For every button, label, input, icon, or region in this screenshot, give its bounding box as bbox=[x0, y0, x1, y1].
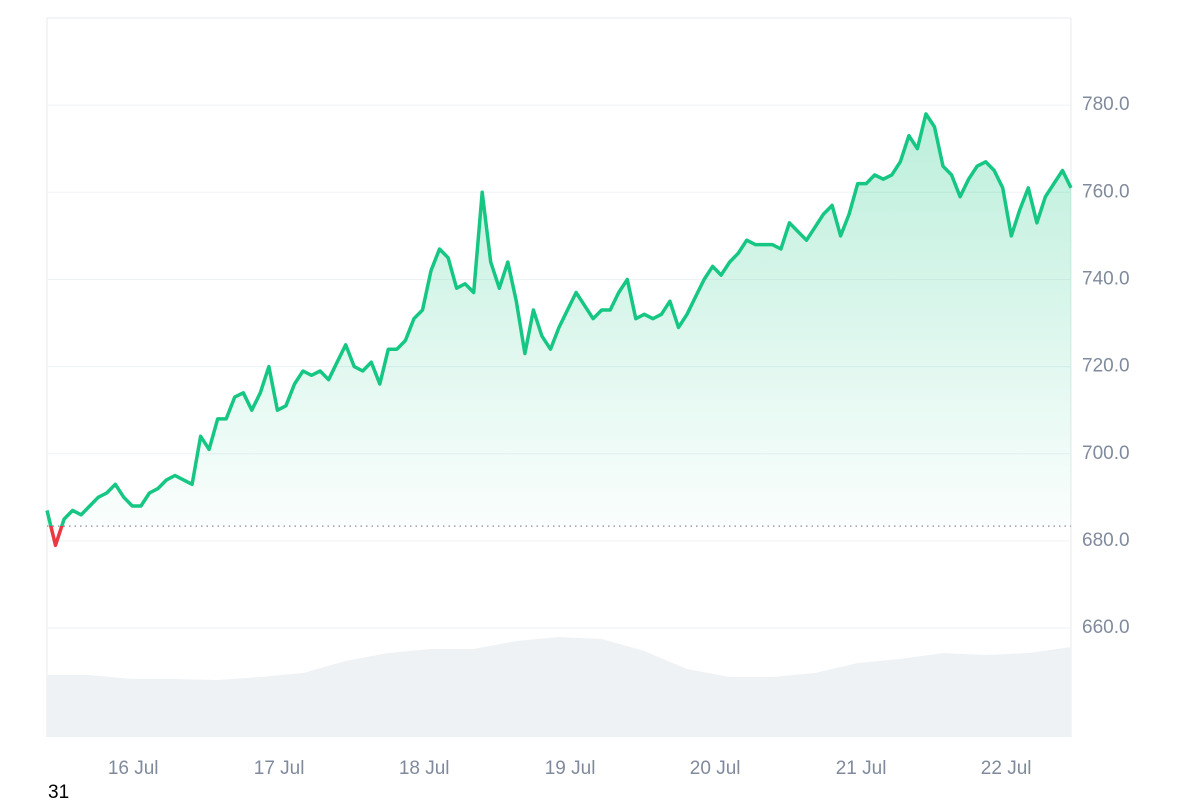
x-tick-label: 18 Jul bbox=[399, 758, 450, 779]
y-tick-label: 780.0 bbox=[1082, 94, 1130, 115]
x-tick-label: 21 Jul bbox=[836, 758, 887, 779]
footer-text: 31 bbox=[48, 782, 69, 800]
x-tick-label: 20 Jul bbox=[690, 758, 741, 779]
volume-area bbox=[47, 637, 1071, 737]
x-tick-label: 17 Jul bbox=[254, 758, 305, 779]
y-tick-label: 760.0 bbox=[1082, 181, 1130, 202]
y-tick-label: 660.0 bbox=[1082, 617, 1130, 638]
y-tick-label: 700.0 bbox=[1082, 443, 1130, 464]
x-tick-label: 19 Jul bbox=[545, 758, 596, 779]
y-tick-label: 680.0 bbox=[1082, 530, 1130, 551]
x-tick-label: 22 Jul bbox=[981, 758, 1032, 779]
y-tick-label: 720.0 bbox=[1082, 356, 1130, 377]
price-line bbox=[45, 112, 1073, 548]
x-tick-label: 16 Jul bbox=[108, 758, 159, 779]
y-tick-label: 740.0 bbox=[1082, 268, 1130, 289]
